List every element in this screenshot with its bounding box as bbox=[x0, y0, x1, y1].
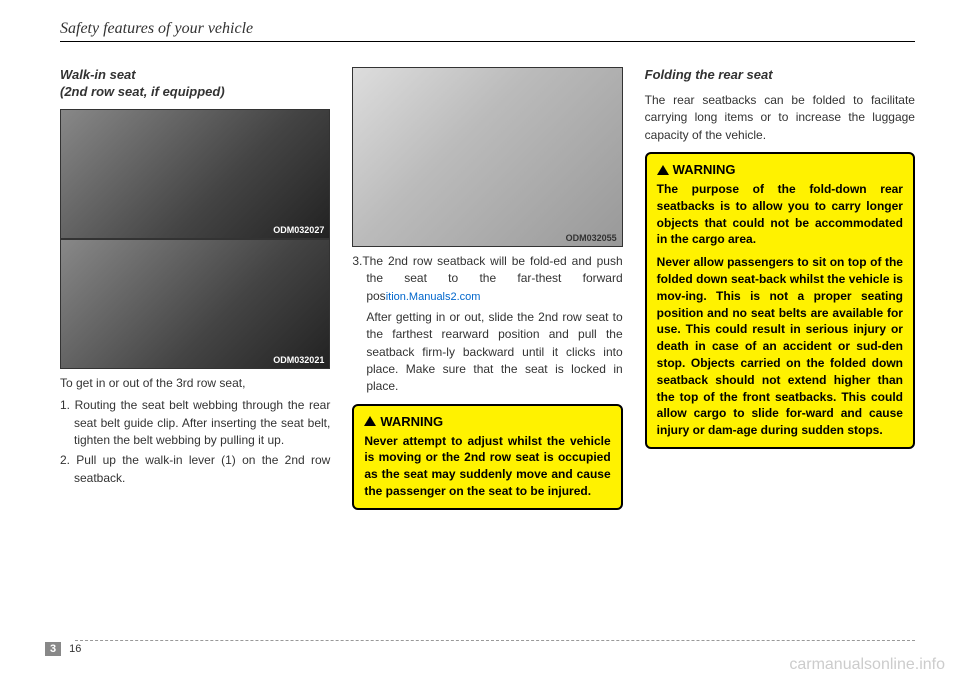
column-2: ODM032055 3.The 2nd row seatback will be… bbox=[352, 67, 622, 510]
folding-seat-title: Folding the rear seat bbox=[645, 67, 915, 84]
warning-box-2: WARNING The purpose of the fold-down rea… bbox=[645, 152, 915, 449]
warning-label-2: WARNING bbox=[673, 162, 736, 177]
page-header: Safety features of your vehicle bbox=[60, 20, 915, 42]
section-number: 3 bbox=[45, 642, 61, 656]
footer-divider bbox=[75, 640, 915, 641]
image-code-1: ODM032027 bbox=[273, 225, 324, 235]
image-code-2: ODM032021 bbox=[273, 355, 324, 365]
walk-in-seat-title: Walk-in seat (2nd row seat, if equipped) bbox=[60, 67, 330, 101]
title-line-2: (2nd row seat, if equipped) bbox=[60, 84, 225, 99]
page-footer: 3 16 bbox=[45, 642, 81, 656]
warning-icon bbox=[657, 165, 669, 175]
content-columns: Walk-in seat (2nd row seat, if equipped)… bbox=[60, 67, 915, 510]
warning-icon bbox=[364, 416, 376, 426]
step-3-continued: After getting in or out, slide the 2nd r… bbox=[352, 309, 622, 396]
column-1: Walk-in seat (2nd row seat, if equipped)… bbox=[60, 67, 330, 510]
watermark-link: ition.Manuals2.com bbox=[386, 291, 481, 303]
warning-text-2b: Never allow passengers to sit on top of … bbox=[657, 254, 903, 439]
title-line-1: Walk-in seat bbox=[60, 67, 136, 82]
folding-body-text: The rear seatbacks can be folded to faci… bbox=[645, 92, 915, 144]
intro-text: To get in or out of the 3rd row seat, bbox=[60, 375, 330, 392]
step-1: 1. Routing the seat belt webbing through… bbox=[60, 397, 330, 449]
seat-belt-guide-image: ODM032027 bbox=[60, 109, 330, 239]
warning-text-2a: The purpose of the fold-down rear seatba… bbox=[657, 181, 903, 248]
seat-fold-image: ODM032055 bbox=[352, 67, 622, 247]
warning-title-2: WARNING bbox=[657, 162, 903, 177]
walk-in-lever-image: ODM032021 bbox=[60, 239, 330, 369]
image-code-3: ODM032055 bbox=[566, 233, 617, 243]
warning-label-1: WARNING bbox=[380, 414, 443, 429]
warning-box-1: WARNING Never attempt to adjust whilst t… bbox=[352, 404, 622, 510]
site-watermark: carmanualsonline.info bbox=[789, 656, 945, 674]
header-title: Safety features of your vehicle bbox=[60, 20, 915, 38]
manual-page: Safety features of your vehicle Walk-in … bbox=[0, 0, 960, 676]
column-3: Folding the rear seat The rear seatbacks… bbox=[645, 67, 915, 510]
warning-title-1: WARNING bbox=[364, 414, 610, 429]
step-2: 2. Pull up the walk-in lever (1) on the … bbox=[60, 452, 330, 487]
warning-text-1: Never attempt to adjust whilst the vehic… bbox=[364, 433, 610, 500]
page-number: 16 bbox=[69, 643, 81, 655]
step-3: 3.The 2nd row seatback will be fold-ed a… bbox=[352, 253, 622, 306]
